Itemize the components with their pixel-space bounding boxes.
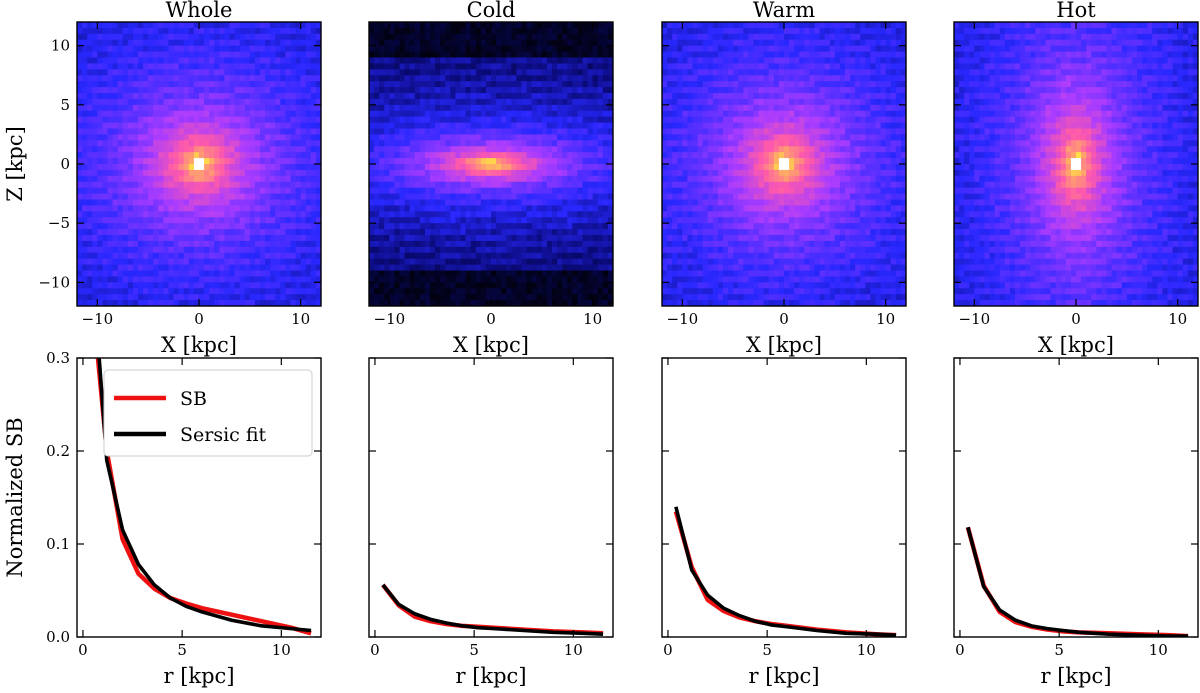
y-tick-label: 0.3 bbox=[46, 349, 70, 367]
x-axis-label: X [kpc] bbox=[1038, 333, 1114, 357]
x-axis-label: r [kpc] bbox=[163, 664, 234, 688]
x-tick-label: 0 bbox=[194, 310, 204, 328]
panel-title: Whole bbox=[166, 0, 233, 22]
panel-title: Hot bbox=[1056, 0, 1096, 22]
x-axis-label: r [kpc] bbox=[455, 664, 526, 688]
density-map bbox=[77, 22, 321, 306]
y-tick-label: −10 bbox=[38, 273, 70, 291]
panel-title: Cold bbox=[467, 0, 516, 22]
y-tick-label: 0 bbox=[60, 155, 70, 173]
x-tick-label: 0 bbox=[486, 310, 496, 328]
x-tick-label: −10 bbox=[959, 310, 991, 328]
y-tick-label: 5 bbox=[60, 96, 70, 114]
y-tick-label: 0.1 bbox=[46, 535, 70, 553]
x-tick-label: 0 bbox=[370, 641, 380, 659]
x-tick-label: 0 bbox=[955, 641, 965, 659]
density-map bbox=[954, 22, 1198, 306]
panel-whole-profile: 0 5 10 0.0 0.1 0.2 0.3 r [kpc] Normalized SB SB Se… bbox=[3, 349, 322, 688]
series-line-sersic-fit bbox=[97, 358, 312, 633]
panel-whole-map: −10 0 10 −10 −5 0 5 10 Whole X [kpc] Z [kpc] bbox=[3, 0, 322, 357]
density-map bbox=[369, 22, 613, 306]
panel-cold-profile: 0 5 10 r [kpc] bbox=[368, 357, 614, 688]
panel-hot-map: −10 0 10 Hot X [kpc] bbox=[953, 0, 1199, 357]
x-tick-label: 10 bbox=[272, 641, 291, 659]
y-tick-label: 10 bbox=[51, 37, 70, 55]
plot-frame bbox=[661, 357, 907, 638]
series-group bbox=[673, 506, 897, 637]
y-tick-label: −5 bbox=[48, 214, 70, 232]
y-axis-label: Z [kpc] bbox=[3, 126, 27, 202]
panel-warm-map: −10 0 10 Warm X [kpc] bbox=[661, 0, 907, 357]
x-tick-label: 5 bbox=[469, 641, 479, 659]
x-axis-label: X [kpc] bbox=[453, 333, 529, 357]
plot-frame bbox=[76, 357, 322, 638]
panel-warm-profile: 0 5 10 r [kpc] bbox=[661, 357, 907, 688]
x-tick-label: −10 bbox=[82, 310, 114, 328]
plot-frame bbox=[368, 357, 614, 638]
x-tick-label: 0 bbox=[78, 641, 88, 659]
plot-background bbox=[369, 358, 613, 637]
x-axis-label: r [kpc] bbox=[1040, 664, 1111, 688]
series-line-sersic-fit bbox=[381, 583, 604, 637]
x-tick-label: 10 bbox=[876, 310, 895, 328]
x-tick-label: 10 bbox=[564, 641, 583, 659]
legend: SB Sersic fit bbox=[103, 369, 313, 457]
density-map bbox=[662, 22, 906, 306]
panel-hot-profile: 0 5 10 r [kpc] bbox=[953, 357, 1199, 688]
panel-cold-map: −10 0 10 Cold X [kpc] bbox=[368, 0, 614, 357]
series-group bbox=[381, 583, 604, 637]
y-tick-label: 0.2 bbox=[46, 442, 70, 460]
x-tick-label: 10 bbox=[857, 641, 876, 659]
series-group bbox=[95, 358, 312, 636]
plot-background bbox=[954, 358, 1198, 637]
x-axis-label: r [kpc] bbox=[748, 664, 819, 688]
y-axis-label: Normalized SB bbox=[3, 417, 27, 577]
x-tick-label: 0 bbox=[779, 310, 789, 328]
x-tick-label: 5 bbox=[177, 641, 187, 659]
series-group bbox=[965, 526, 1189, 637]
x-tick-label: 10 bbox=[1149, 641, 1168, 659]
panel-title: Warm bbox=[753, 0, 815, 22]
x-tick-label: 10 bbox=[291, 310, 310, 328]
series-line-sersic-fit bbox=[674, 506, 897, 637]
x-tick-label: 0 bbox=[663, 641, 673, 659]
x-tick-label: 5 bbox=[762, 641, 772, 659]
x-tick-label: −10 bbox=[667, 310, 699, 328]
x-axis-label: X [kpc] bbox=[161, 333, 237, 357]
x-tick-label: 10 bbox=[1168, 310, 1187, 328]
x-tick-label: −10 bbox=[374, 310, 406, 328]
y-tick-label: 0.0 bbox=[46, 628, 70, 646]
legend-label: Sersic fit bbox=[180, 424, 267, 446]
x-tick-label: 5 bbox=[1054, 641, 1064, 659]
plot-frame bbox=[953, 357, 1199, 638]
plot-background bbox=[662, 358, 906, 637]
x-axis-label: X [kpc] bbox=[746, 333, 822, 357]
x-tick-label: 10 bbox=[583, 310, 602, 328]
legend-label: SB bbox=[180, 388, 207, 410]
x-tick-label: 0 bbox=[1071, 310, 1081, 328]
series-line-sersic-fit bbox=[966, 526, 1189, 637]
